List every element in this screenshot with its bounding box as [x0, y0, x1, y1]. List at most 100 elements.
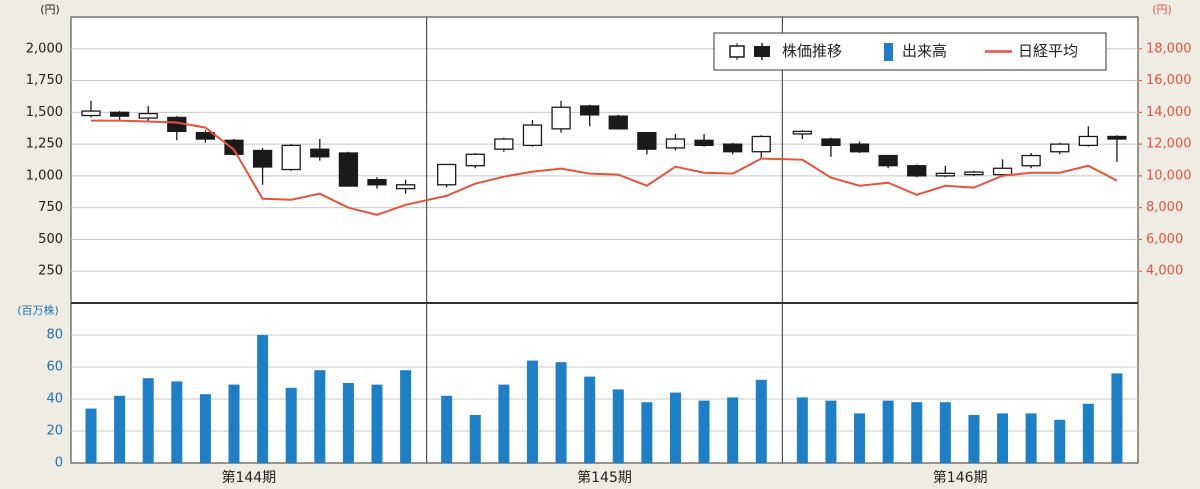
- candle-body: [395, 184, 416, 190]
- y-tick-label: 1,500: [26, 105, 63, 120]
- candle-body: [437, 163, 457, 186]
- volume-bar: [371, 384, 383, 463]
- volume-bar: [257, 335, 269, 463]
- volume-bar: [555, 362, 567, 463]
- volume-tick-label: 60: [46, 360, 63, 375]
- candle-body: [694, 139, 714, 147]
- volume-bar: [314, 370, 326, 463]
- candle-body: [1050, 143, 1070, 153]
- plot-area: [70, 16, 1139, 464]
- nikkei-line: [91, 119, 1118, 216]
- volume-bar: [171, 381, 183, 463]
- legend-label: 出来高: [902, 42, 947, 60]
- volume-bar: [441, 395, 453, 463]
- candle-body: [310, 148, 330, 158]
- y-tick-label: 250: [38, 264, 63, 279]
- volume-bar: [882, 400, 894, 463]
- volume-bar: [285, 387, 297, 463]
- candle-body: [138, 112, 158, 119]
- volume-bar: [1025, 413, 1037, 463]
- candle-body: [608, 115, 628, 130]
- y2-tick-label: 6,000: [1146, 232, 1183, 247]
- candle-body: [878, 154, 898, 167]
- volume-bar: [997, 413, 1009, 463]
- legend-box: [713, 32, 1107, 71]
- candle-body: [1021, 154, 1041, 167]
- x-group-label: 第145期: [577, 469, 632, 486]
- x-group-label: 第144期: [221, 469, 276, 486]
- volume-bar: [142, 378, 154, 463]
- candle-body: [1078, 135, 1098, 147]
- candle-body: [665, 138, 686, 149]
- volume-bar: [469, 415, 481, 463]
- volume-bar: [85, 408, 97, 463]
- y-tick-label: 1,750: [26, 73, 63, 88]
- volume-bar: [584, 376, 596, 463]
- candle-body: [580, 105, 600, 116]
- candle-body: [551, 106, 571, 130]
- candle-body: [281, 144, 301, 171]
- candle-body: [252, 149, 273, 168]
- volume-bar: [939, 402, 951, 463]
- candle-body: [907, 165, 927, 177]
- candle-body: [522, 124, 543, 147]
- y-tick-label: 500: [38, 232, 63, 247]
- volume-bar: [968, 415, 980, 463]
- volume-bar: [1111, 373, 1123, 463]
- volume-bar: [755, 379, 767, 463]
- volume-bar: [400, 370, 412, 463]
- y2-tick-label: 12,000: [1146, 137, 1192, 152]
- y2-tick-label: 16,000: [1146, 73, 1192, 88]
- volume-bar: [669, 392, 681, 463]
- volume-bar: [854, 413, 866, 463]
- volume-bar: [796, 397, 808, 463]
- y2-axis-unit: (円): [1152, 3, 1172, 16]
- volume-axis-unit: (百万株): [17, 303, 59, 317]
- y2-tick-label: 18,000: [1146, 41, 1192, 56]
- y2-tick-label: 14,000: [1146, 105, 1192, 120]
- y-tick-label: 1,250: [26, 137, 63, 152]
- candle-body: [935, 172, 955, 177]
- volume-tick-label: 0: [55, 456, 63, 471]
- volume-tick-label: 40: [46, 392, 63, 407]
- candle-body: [224, 139, 244, 155]
- volume-bar: [911, 402, 923, 463]
- volume-bar: [199, 394, 211, 463]
- candle-body: [338, 152, 359, 187]
- volume-bar: [526, 360, 538, 463]
- volume-bar: [1082, 403, 1094, 463]
- candle-body: [849, 143, 870, 153]
- volume-bar: [114, 395, 126, 463]
- legend-icon: [754, 46, 770, 57]
- y2-tick-label: 4,000: [1146, 264, 1183, 279]
- candle-body: [195, 132, 216, 140]
- legend-swatch: [884, 43, 893, 61]
- x-group-label: 第146期: [933, 469, 988, 486]
- volume-bar: [641, 402, 653, 463]
- legend-label: 日経平均: [1018, 42, 1078, 60]
- volume-bar: [498, 384, 510, 463]
- candle-body: [367, 179, 387, 186]
- volume-bar: [612, 389, 624, 463]
- legend-icon: [729, 45, 745, 58]
- candle-body: [751, 135, 771, 153]
- candle-body: [81, 110, 101, 117]
- volume-bar: [727, 397, 739, 463]
- volume-bar: [698, 400, 710, 463]
- candle-body: [792, 130, 812, 135]
- volume-tick-label: 80: [46, 328, 63, 343]
- candle-body: [964, 171, 984, 176]
- candle-body: [992, 167, 1013, 176]
- volume-bar: [342, 383, 354, 463]
- y-tick-label: 1,000: [26, 168, 63, 183]
- candle-body: [637, 132, 657, 150]
- volume-tick-label: 20: [46, 424, 63, 439]
- candle-body: [109, 111, 130, 117]
- volume-bar: [228, 384, 240, 463]
- volume-bar: [825, 400, 837, 463]
- y-tick-label: 750: [38, 200, 63, 215]
- candle-body: [494, 138, 514, 150]
- candle-body: [465, 153, 485, 167]
- y-axis-unit: (円): [40, 3, 60, 16]
